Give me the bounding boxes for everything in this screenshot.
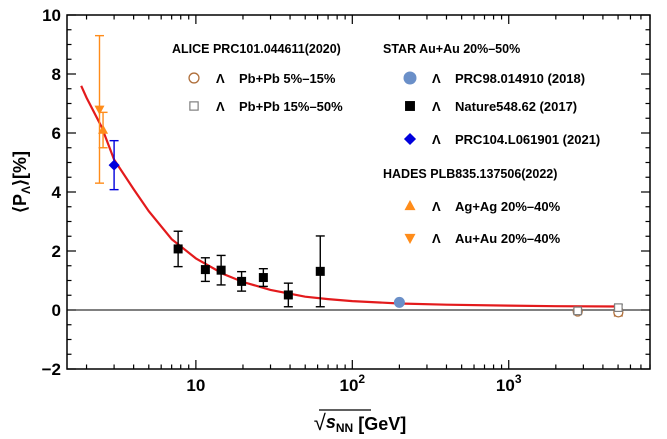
plot-frame <box>66 14 651 370</box>
series-4 <box>108 139 120 191</box>
plot-area <box>67 34 650 318</box>
series-1 <box>573 303 623 316</box>
data-point-shape <box>613 303 623 312</box>
y-tick-label: 0 <box>52 301 61 320</box>
data-point <box>237 276 247 286</box>
legend-marker-shape <box>403 71 417 85</box>
y-tick-label: 6 <box>52 124 61 143</box>
legend-entry-1: Λ Pb+Pb 15%–50% <box>189 99 343 114</box>
data-point <box>613 303 623 312</box>
legend-heading-0: ALICE PRC101.044611(2020) <box>172 42 341 56</box>
legend-particle: Λ <box>432 199 441 214</box>
legend-label: Pb+Pb 15%–50% <box>239 99 343 114</box>
y-tick-label: 8 <box>52 65 61 84</box>
data-point <box>393 296 405 308</box>
legend-label: PRC98.014910 (2018) <box>455 71 585 86</box>
legend-marker-shape <box>188 72 200 84</box>
series-6 <box>94 34 105 184</box>
series-3 <box>173 230 325 308</box>
legend-marker-shape <box>404 199 416 211</box>
legend-entry-4: Λ PRC104.L061901 (2021) <box>403 132 600 147</box>
data-point <box>200 265 210 275</box>
axes: −2 0 2 4 6 8 10 10 102 103 √sNN [GeV] ⟨PΛ⟩[%] <box>10 6 651 435</box>
legend-label: Nature548.62 (2017) <box>455 99 577 114</box>
legend-entry-5: Λ Ag+Ag 20%–40% <box>404 199 561 214</box>
y-tick-label: 2 <box>52 242 61 261</box>
x-axis-title: √sNN [GeV] <box>314 410 406 435</box>
legend-marker <box>405 101 415 111</box>
data-point <box>315 266 325 276</box>
data-point <box>258 273 268 283</box>
series-2 <box>393 296 405 308</box>
data-point-shape <box>393 296 405 308</box>
legend-heading-1: STAR Au+Au 20%–50% <box>383 42 520 56</box>
legend-marker <box>404 199 416 211</box>
data-point-shape <box>573 306 583 316</box>
legend-heading-2: HADES PLB835.137506(2022) <box>383 167 557 181</box>
y-tick-label: 4 <box>52 183 62 202</box>
data-point-shape <box>315 266 325 276</box>
legend-entry-6: Λ Au+Au 20%–40% <box>404 231 561 246</box>
legend-particle: Λ <box>216 71 225 86</box>
data-point-shape <box>98 124 109 134</box>
legend-label: PRC104.L061901 (2021) <box>455 132 600 147</box>
data-point <box>216 265 226 275</box>
legend-particle: Λ <box>432 99 441 114</box>
data-point-shape <box>94 105 105 115</box>
data-point-shape <box>258 273 268 283</box>
legend-particle: Λ <box>432 71 441 86</box>
y-tick-label: 10 <box>42 6 61 25</box>
x-tick-label: 103 <box>496 372 522 395</box>
legend-particle: Λ <box>216 99 225 114</box>
y-tick-label: −2 <box>42 360 61 379</box>
data-point <box>573 306 583 316</box>
data-point-shape <box>283 290 293 300</box>
legend-entry-0: Λ Pb+Pb 5%–15% <box>188 71 336 86</box>
legend-marker <box>188 72 200 84</box>
data-point <box>98 124 109 134</box>
legend-marker <box>189 101 199 111</box>
data-point-shape <box>200 265 210 275</box>
legend-marker-shape <box>189 101 199 111</box>
x-tick-label: 10 <box>186 376 205 395</box>
data-point <box>94 105 105 115</box>
legend-particle: Λ <box>432 231 441 246</box>
legend-marker-shape <box>405 101 415 111</box>
data-point-shape <box>216 265 226 275</box>
data-point-shape <box>173 244 183 254</box>
legend-label: Au+Au 20%–40% <box>455 231 561 246</box>
legend-entry-2: Λ PRC98.014910 (2018) <box>403 71 585 86</box>
legend-marker <box>403 132 417 146</box>
x-tick-label: 102 <box>340 372 366 395</box>
legend-marker <box>404 233 416 245</box>
model-curve <box>80 85 619 308</box>
legend-marker-shape <box>403 132 417 146</box>
data-point-shape <box>108 159 120 171</box>
legend-particle: Λ <box>432 132 441 147</box>
legend-entry-3: Λ Nature548.62 (2017) <box>405 99 577 114</box>
legend-marker-shape <box>404 233 416 245</box>
data-point <box>108 159 120 171</box>
legend: ALICE PRC101.044611(2020) STAR Au+Au 20%–… <box>172 42 600 246</box>
data-point <box>283 290 293 300</box>
legend-label: Pb+Pb 5%–15% <box>239 71 336 86</box>
data-point <box>173 244 183 254</box>
legend-label: Ag+Ag 20%–40% <box>455 199 561 214</box>
y-axis-title: ⟨PΛ⟩[%] <box>10 151 33 213</box>
data-point-shape <box>237 276 247 286</box>
legend-marker <box>403 71 417 85</box>
